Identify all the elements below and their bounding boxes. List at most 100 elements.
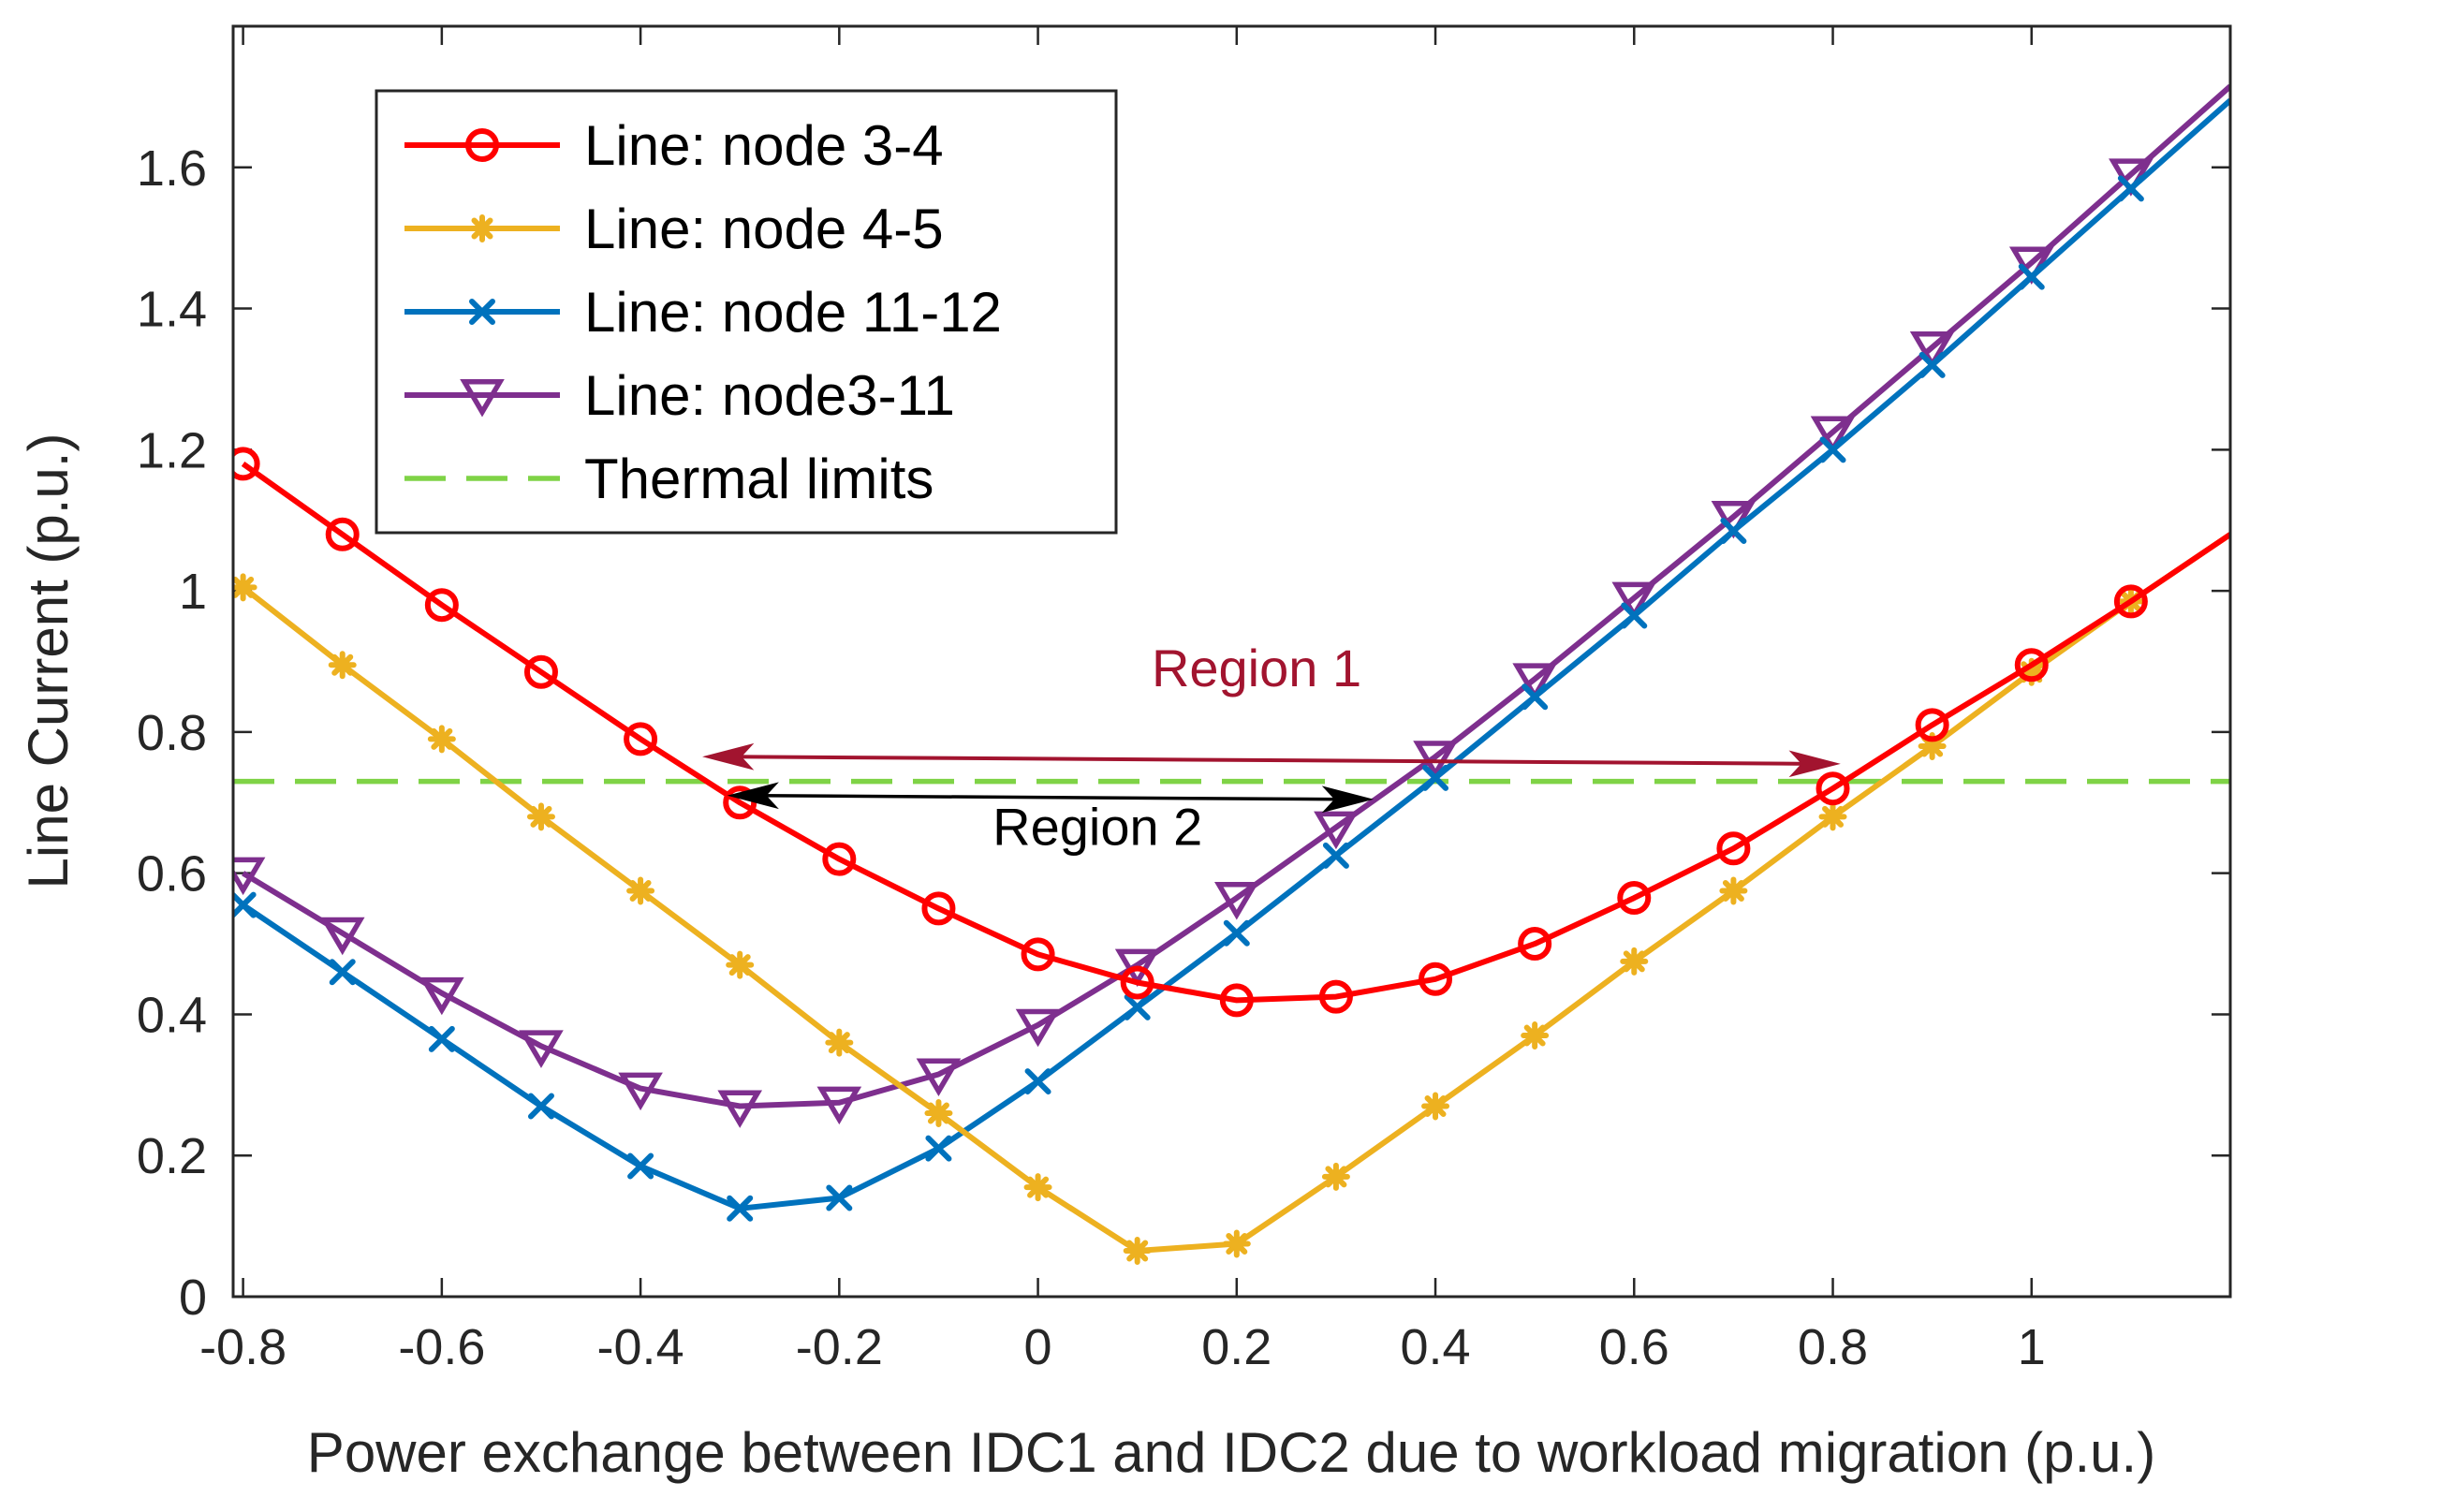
series-3-point — [627, 1152, 654, 1180]
series-1-point — [1816, 771, 1850, 806]
series-4-point — [1512, 663, 1557, 701]
series-3-point — [2018, 263, 2045, 290]
series-2-point — [1123, 1237, 1152, 1265]
series-1-point — [723, 785, 757, 820]
series-2-point — [328, 651, 357, 680]
series-2-point — [924, 1098, 953, 1127]
legend: Line: node 3-4 Line: node 4-5 Line: node 1… — [375, 89, 1118, 535]
series-3-point — [1223, 919, 1250, 947]
series-1-point — [523, 654, 558, 689]
series-3-point — [1720, 518, 1747, 545]
series-2-point — [1918, 731, 1947, 760]
region-1-arrow — [733, 755, 1810, 766]
legend-label-2: Line: node 4-5 — [584, 198, 944, 260]
series-3-point — [1918, 351, 1946, 378]
region-2-arrow — [757, 793, 1344, 801]
y-tick-label: 0.4 — [137, 987, 207, 1043]
series-4-point — [1114, 948, 1160, 988]
series-1-point — [1915, 708, 1949, 742]
series-2-point — [526, 802, 555, 831]
series-2-point — [1719, 876, 1748, 905]
series-2-point — [1321, 1162, 1350, 1191]
series-2-point — [1023, 1173, 1052, 1202]
series-3-point — [233, 891, 257, 918]
series-1-point — [624, 722, 658, 756]
x-axis-label: Power exchange between IDC1 and IDC2 due… — [307, 1421, 2155, 1484]
series-2-point — [626, 876, 655, 905]
x-tick-label: -0.4 — [597, 1319, 684, 1375]
series-1-point — [2113, 584, 2148, 619]
series-4-point — [916, 1058, 962, 1096]
legend-marker-3 — [469, 299, 495, 325]
annotations-layer: Region 1 Region 2 — [702, 639, 1841, 857]
legend-marker-4 — [460, 379, 505, 418]
series-1-point — [233, 447, 260, 481]
series-2-point — [427, 725, 456, 754]
x-tick-label: -0.6 — [398, 1319, 485, 1375]
series-2-point — [1222, 1229, 1251, 1258]
region-2-label: Region 2 — [992, 798, 1202, 857]
arrow-head — [1321, 785, 1375, 814]
series-3-point — [1819, 436, 1846, 463]
series-3-point — [428, 1025, 455, 1052]
series-1-point — [1120, 965, 1154, 1000]
series-3-point — [329, 959, 356, 986]
series-1-point — [1219, 983, 1254, 1018]
plot-frame — [231, 24, 2232, 1299]
series-1-point — [1518, 927, 1552, 962]
x-tick-label: -0.2 — [796, 1319, 883, 1375]
legend-marker-2 — [468, 214, 496, 242]
y-axis-label: Line Current (p.u.) — [17, 433, 80, 889]
series-1-point — [1716, 831, 1751, 866]
arrow-head — [702, 742, 755, 771]
series-4-point — [816, 1086, 862, 1125]
series-1-point — [424, 588, 459, 623]
x-tick-label: 1 — [2018, 1319, 2046, 1375]
series-3-point — [1124, 993, 1151, 1020]
series-3-point — [2117, 175, 2144, 202]
series-3-point — [1522, 683, 1549, 711]
series-3-point — [727, 1195, 754, 1222]
y-tick-label: 1.4 — [137, 282, 207, 338]
series-2-point — [1421, 1092, 1450, 1121]
x-tick-label: -0.8 — [199, 1319, 287, 1375]
y-tick-label: 0.2 — [137, 1128, 207, 1184]
series-4-point — [1611, 581, 1657, 621]
series-4-point — [1015, 1008, 1061, 1048]
series-1-point — [325, 517, 360, 551]
series-4-point — [618, 1072, 663, 1111]
series-4-point — [419, 976, 464, 1016]
series-2-point — [1521, 1021, 1550, 1050]
series-4-point — [1810, 416, 1856, 454]
series-line-4 — [242, 83, 2230, 1109]
series-4-point — [319, 917, 365, 956]
series-layer — [233, 83, 2230, 1265]
series-2-point — [233, 573, 257, 602]
x-tick-label: 0.4 — [1401, 1319, 1471, 1375]
series-4-point — [1214, 882, 1259, 920]
series-2-point — [825, 1028, 854, 1057]
y-tick-label: 1 — [179, 564, 207, 620]
arrow-head — [727, 782, 779, 810]
series-3-point — [527, 1093, 554, 1120]
series-3-point — [1621, 602, 1648, 629]
series-2-point — [1620, 947, 1649, 976]
series-1-point — [1419, 962, 1453, 996]
series-3-point — [925, 1135, 952, 1162]
series-2-point — [2017, 657, 2046, 686]
y-tick-label: 1.6 — [137, 140, 207, 197]
axis-ticks: -0.8 -0.6 -0.4 -0.2 0 0.2 0.4 0.6 0.8 1 0 0.2 0.4 0.6… — [137, 26, 2230, 1375]
series-4-point — [1909, 331, 1955, 370]
series-1-point — [921, 891, 956, 926]
legend-label-1: Line: node 3-4 — [584, 114, 944, 177]
legend-marker-1 — [465, 128, 499, 162]
series-1-point — [1318, 979, 1353, 1014]
legend-label-4: Line: node3-11 — [584, 364, 955, 427]
x-tick-label: 0.6 — [1599, 1319, 1669, 1375]
series-3-point — [1322, 842, 1349, 869]
series-4-point — [519, 1030, 564, 1068]
series-3-point — [826, 1184, 853, 1211]
series-2-point — [1818, 802, 1847, 831]
y-tick-label: 1.2 — [137, 422, 207, 478]
